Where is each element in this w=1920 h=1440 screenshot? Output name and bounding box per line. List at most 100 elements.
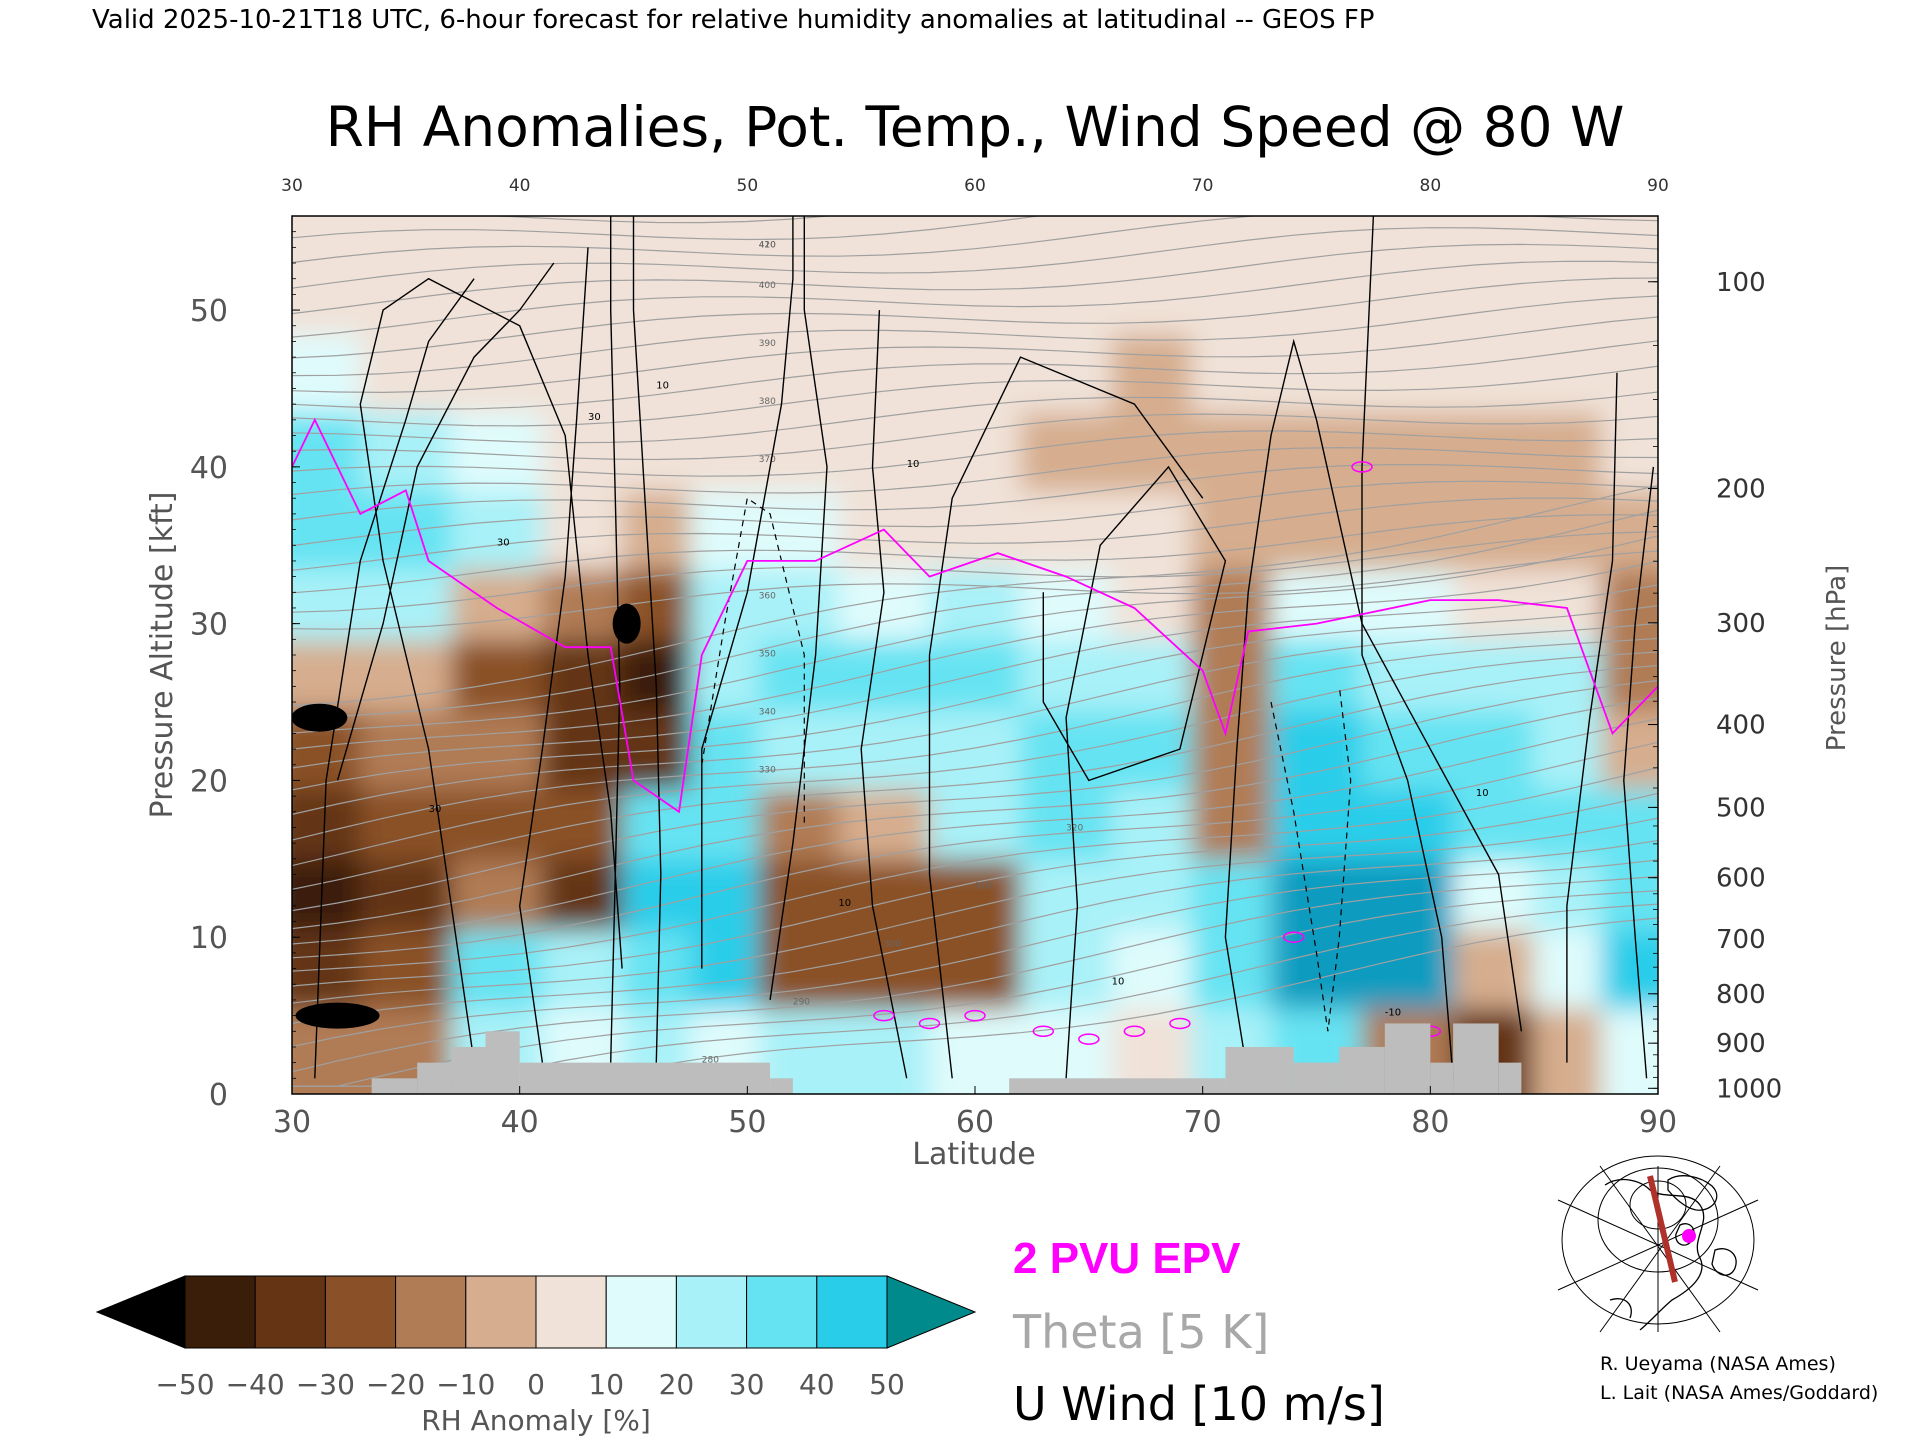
rh-cell [1020,216,1113,265]
rh-cell [1362,709,1455,790]
rh-cell [929,333,1022,413]
wind-contour [336,262,555,781]
theta-label: 390 [759,339,776,349]
colorbar-tick-label: 40 [799,1368,835,1401]
rh-cell [622,333,692,413]
theta-label: 370 [759,455,776,465]
chart-title: RH Anomalies, Pot. Temp., Wind Speed @ 8… [326,95,1625,159]
terrain-block [1498,1062,1522,1094]
theta-label: 360 [759,592,776,602]
x-tick-label: 60 [956,1105,994,1140]
theta-line [292,622,1658,815]
theta-line [292,497,1658,571]
theta-line [292,480,1658,547]
x-axis-label: Latitude [912,1137,1035,1172]
wind-contour-label: 10 [1112,976,1125,987]
rh-cell [1453,490,1534,570]
wind-contour [928,356,1204,1079]
rh-cell [1111,639,1193,711]
rh-cell [622,216,692,265]
rh-cell [1270,490,1364,570]
pressure-tick-label: 200 [1716,475,1766,505]
theta-line [292,464,1658,521]
x-top-tick-label: 60 [964,176,986,196]
rh-cell [1191,709,1272,790]
rh-cell [1453,333,1534,413]
pv-blob [873,1009,895,1022]
wind-contour [359,277,623,1063]
terrain-block [1339,1046,1385,1094]
rh-cell [451,709,544,790]
rh-cell [1453,216,1534,265]
rh-cell [690,333,760,413]
colorbar-segment [605,1275,677,1349]
wind-contour-label: -10 [1385,1008,1401,1019]
rh-cell [690,929,760,1009]
credit-line-1: R. Ueyama (NASA Ames) [1600,1353,1836,1375]
x-top-tick-label: 40 [509,176,531,196]
colorbar: −50 −40 −30 −20 −10 0 10 20 30 40 50 [95,1275,977,1401]
rh-cell [1111,858,1193,931]
rh-cell [622,263,692,335]
rh-cell [1111,216,1193,265]
colorbar-segment [816,1275,888,1349]
credit-line-2: L. Lait (NASA Ames/Goddard) [1600,1382,1878,1404]
theta-line [292,531,1658,613]
rh-cell [838,411,931,492]
theta-line [292,637,1658,841]
rh-cell [1453,263,1534,335]
rh-cell [1020,490,1113,570]
pressure-tick-label: 400 [1716,711,1766,741]
colorbar-tick-label: 10 [588,1368,624,1401]
x-top-tick-label: 70 [1192,176,1214,196]
u-wind-contours: 30 30 30 10 10 10 10 -10 10 [292,216,1655,1079]
inset-section-line [1647,1175,1678,1283]
rh-cell [1362,263,1455,335]
wind-max-blob [295,1002,380,1029]
rh-cell [690,568,760,641]
terrain-block [1225,1046,1294,1094]
rh-cell [1532,788,1603,860]
inset-location-marker [1682,1229,1696,1243]
rh-cell [622,858,692,931]
theta-isentropes: 280 290 300 310 320 330 340 350 360 370 380 390 400 4… [292,216,1658,1087]
rh-cell [1601,1007,1658,1094]
pv-2pvu-contour [292,417,1658,1045]
rh-cell [838,788,931,860]
y-axis-label: Pressure Altitude [kft] [145,492,180,819]
rh-cell [690,490,760,570]
wind-contour [1361,216,1454,1079]
rh-cell [360,639,453,711]
y2-axis-label: Pressure [hPa] [1822,565,1852,752]
rh-cell [1111,929,1193,1009]
rh-cell [929,929,1022,1009]
pressure-tick-label: 1000 [1716,1074,1782,1104]
rh-cell [690,263,760,335]
rh-cell [1270,709,1364,790]
rh-cell [1020,411,1113,492]
rh-cell [1601,411,1658,492]
terrain-block [519,1062,771,1094]
theta-line [292,227,1658,289]
rh-cell [1270,263,1364,335]
rh-cell [690,709,760,790]
terrain-block [1430,1062,1454,1094]
rh-cell [1191,858,1272,931]
wind-contour-label: 10 [907,459,920,470]
rh-cell [838,639,931,711]
wind-contour [518,247,589,1063]
theta-line [292,535,1658,734]
theta-line [292,514,1658,594]
rh-cell [360,858,453,931]
terrain-block [1453,1023,1499,1094]
x-tick-label: 50 [728,1105,766,1140]
pv-blob [1169,1017,1191,1030]
rh-cell [451,490,544,570]
theta-line [292,839,1658,1024]
pv-blob [1351,461,1373,473]
legend: 2 PVU EPV Theta [5 K] U Wind [10 m/s] [1012,1234,1385,1431]
rh-cell [1111,333,1193,413]
surface-terrain [371,1023,1522,1094]
rh-cell [1532,411,1603,492]
